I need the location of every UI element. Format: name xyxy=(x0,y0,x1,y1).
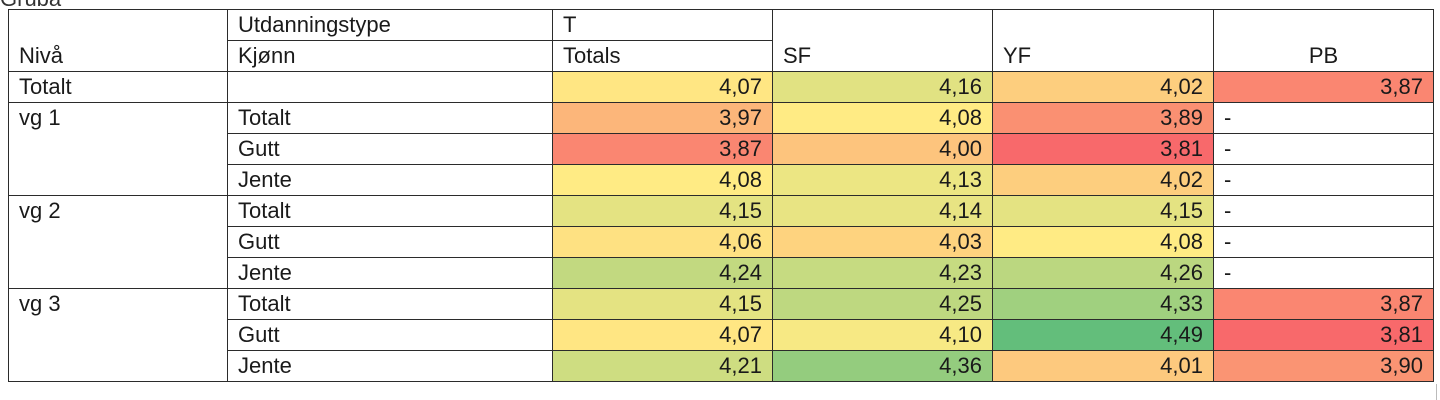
yf-value-cell: 4,08 xyxy=(992,226,1214,258)
yf-value-cell: 4,33 xyxy=(992,288,1214,320)
pb-value-cell: - xyxy=(1213,102,1434,134)
table-row: vg 2 Totalt 4,15 4,14 4,15- xyxy=(8,195,1434,289)
sf-value-cell: 4,25 xyxy=(772,288,993,320)
page-edge-divider xyxy=(1436,384,1440,400)
yf-value-cell: 3,81 xyxy=(992,133,1214,165)
table-row: Jente 4,21 4,36 4,01 3,90 xyxy=(9,350,1434,382)
utdanningstype-header: Utdanningstype xyxy=(227,9,553,41)
kjonn-cell: Jente xyxy=(227,257,553,289)
sf-value-cell: 4,00 xyxy=(772,133,993,165)
niva-cell: vg 3 xyxy=(8,288,228,382)
yf-value-cell: 4,26 xyxy=(992,257,1214,289)
pb-value-cell: 3,87 xyxy=(1213,288,1434,320)
kjonn-cell: Totalt xyxy=(227,195,553,227)
pb-value-cell: - xyxy=(1213,257,1434,289)
niva-cell: vg 1 xyxy=(8,102,228,196)
yf-value-cell: 3,89 xyxy=(992,102,1214,134)
t-value-cell: 4,24 xyxy=(552,257,773,289)
pb-value-cell: - xyxy=(1213,226,1434,258)
kjonn-cell: Jente xyxy=(227,350,553,382)
yf-value-cell: 4,49 xyxy=(992,319,1214,351)
kjonn-cell: Gutt xyxy=(227,319,553,351)
table-row: vg 1 Totalt 3,97 4,08 3,89- xyxy=(8,102,1434,196)
yf-value-cell: 4,02 xyxy=(992,71,1214,103)
sf-header: SF xyxy=(772,9,993,72)
header-row-1: Utdanningstype T SF YF PB xyxy=(8,9,1434,72)
t-value-cell: 4,07 xyxy=(552,71,773,103)
kjonn-cell: Totalt xyxy=(227,102,553,134)
t-value-cell: 3,87 xyxy=(552,133,773,165)
yf-header: YF xyxy=(992,9,1214,72)
yf-value-cell: 4,15 xyxy=(992,195,1214,227)
niva-cell: vg 2 xyxy=(8,195,228,289)
header-row-2: Nivå Kjønn Totals xyxy=(8,40,1434,72)
t-value-cell: 4,06 xyxy=(552,226,773,258)
sf-value-cell: 4,16 xyxy=(772,71,993,103)
kjonn-cell: Gutt xyxy=(227,133,553,165)
table-row: Totalt 4,07 4,16 4,02 3,87 xyxy=(8,71,1434,103)
sf-value-cell: 4,14 xyxy=(772,195,993,227)
corner-cell xyxy=(8,9,228,41)
pb-value-cell: 3,90 xyxy=(1213,350,1434,382)
kjonn-cell: Gutt xyxy=(227,226,553,258)
t-value-cell: 4,15 xyxy=(552,288,773,320)
sf-value-cell: 4,36 xyxy=(772,350,993,382)
sf-value-cell: 4,10 xyxy=(772,319,993,351)
heatmap-table: Utdanningstype T SF YF PB Nivå Kjønn Tot… xyxy=(8,9,1434,382)
t-value-cell: 4,08 xyxy=(552,164,773,196)
sf-value-cell: 4,03 xyxy=(772,226,993,258)
sf-value-cell: 4,08 xyxy=(772,102,993,134)
niva-cell: Totalt xyxy=(8,71,228,103)
table-row: Jente 4,08 4,13 4,02- xyxy=(9,164,1434,196)
table-row: vg 3 Totalt 4,15 4,25 4,33 3,87 xyxy=(8,288,1434,382)
pb-value-cell: 3,87 xyxy=(1213,71,1434,103)
table-row: Jente 4,24 4,23 4,26- xyxy=(9,257,1434,289)
sf-value-cell: 4,23 xyxy=(772,257,993,289)
table-row: Gutt 4,07 4,10 4,49 3,81 xyxy=(9,319,1434,351)
yf-value-cell: 4,02 xyxy=(992,164,1214,196)
pb-value-cell: - xyxy=(1213,195,1434,227)
t-value-cell: 4,15 xyxy=(552,195,773,227)
totals-header: Totals xyxy=(552,40,773,72)
clipped-text-fragment: Gruba xyxy=(0,0,61,12)
pb-value-cell: 3,81 xyxy=(1213,319,1434,351)
yf-value-cell: 4,01 xyxy=(992,350,1214,382)
niva-header: Nivå xyxy=(8,40,228,72)
kjonn-header: Kjønn xyxy=(227,40,553,72)
pb-header: PB xyxy=(1213,9,1434,72)
table-body: Totalt 4,07 4,16 4,02 3,87 vg 1 Totalt 3,97 4,08… xyxy=(8,71,1434,382)
t-value-cell: 3,97 xyxy=(552,102,773,134)
kjonn-cell: Totalt xyxy=(227,288,553,320)
t-group-header: T xyxy=(552,9,773,41)
kjonn-cell: Jente xyxy=(227,164,553,196)
t-value-cell: 4,07 xyxy=(552,319,773,351)
pb-value-cell: - xyxy=(1213,133,1434,165)
t-value-cell: 4,21 xyxy=(552,350,773,382)
sf-value-cell: 4,13 xyxy=(772,164,993,196)
pb-value-cell: - xyxy=(1213,164,1434,196)
kjonn-cell xyxy=(227,71,553,103)
